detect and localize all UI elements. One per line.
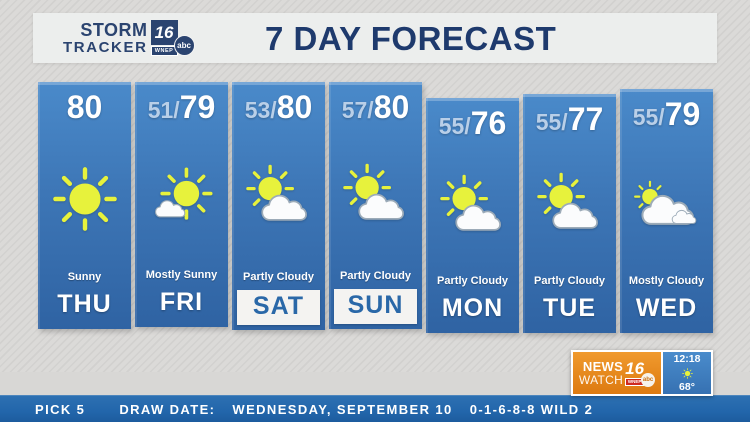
low-temp: 53 <box>244 97 271 123</box>
temp-slash: / <box>561 109 568 135</box>
abc-network-icon: abc <box>173 34 195 56</box>
draw-date-value: WEDNESDAY, SEPTEMBER 10 <box>232 401 453 417</box>
temp-slash: / <box>270 97 277 123</box>
condition-label: Mostly Cloudy <box>628 275 705 287</box>
logo-line2: TRACKER <box>63 39 148 56</box>
clock-time: 12:18 <box>673 353 701 365</box>
day-label: THU <box>57 290 112 318</box>
draw-date-label: DRAW DATE: <box>119 401 216 417</box>
lower-band <box>0 372 750 395</box>
temps-row: 55/76 <box>439 105 507 142</box>
weather-icon-area <box>232 126 325 271</box>
time-temp-panel: 12:18 68° <box>663 352 711 394</box>
channel-16-badge: 16 WNEP <box>150 20 178 56</box>
sun-icon <box>681 367 693 379</box>
condition-label: Partly Cloudy <box>437 275 508 287</box>
bug-channel-16-badge: 16 WNEP <box>625 359 645 386</box>
high-temp: 79 <box>179 89 216 125</box>
low-temp: 55 <box>438 113 465 139</box>
weather-icon-area <box>329 126 422 270</box>
channel-number: 16 <box>150 20 178 45</box>
condition-label: Sunny <box>67 271 102 283</box>
bug-brand-line1: NEWS <box>582 359 624 375</box>
mostly-sunny-icon <box>145 161 219 235</box>
condition-label: Partly Cloudy <box>534 275 605 287</box>
storm-tracker-wordmark: STORM TRACKER <box>63 21 148 55</box>
partly-cloudy-icon <box>533 170 607 244</box>
day-label: FRI <box>159 288 204 316</box>
weather-icon-area <box>523 138 616 275</box>
condition-label: Mostly Sunny <box>145 269 218 281</box>
forecast-day-column-sat: 53/80 Partly Cloudy SAT <box>232 82 325 330</box>
current-temp: 68° <box>679 380 695 393</box>
low-temp: 55 <box>632 104 659 130</box>
low-temp: 51 <box>147 97 174 123</box>
low-temp: 57 <box>341 97 368 123</box>
high-temp: 80 <box>373 89 410 125</box>
day-label: SUN <box>334 289 417 324</box>
temp-slash: / <box>367 97 374 123</box>
temp-slash: / <box>173 97 180 123</box>
bug-channel-number: 16 <box>625 359 645 378</box>
sunny-icon <box>48 162 122 236</box>
high-temp: 79 <box>664 96 701 132</box>
newswatch-wordmark: NEWS WATCH <box>578 359 624 387</box>
temps-row: 51/79 <box>148 89 216 126</box>
newswatch-logo: NEWS WATCH 16 WNEP abc <box>573 352 661 394</box>
day-label: MON <box>441 294 504 322</box>
weather-icon-area <box>620 133 713 275</box>
logo-line1: STORM <box>80 20 148 40</box>
temps-row: 80 <box>67 89 103 126</box>
newswatch-bug: NEWS WATCH 16 WNEP abc 12:18 68° <box>571 350 713 396</box>
partly-cloudy-icon <box>242 162 316 236</box>
temp-slash: / <box>658 104 665 130</box>
high-temp: 80 <box>66 89 103 125</box>
lottery-ticker: PICK 5 DRAW DATE: WEDNESDAY, SEPTEMBER 1… <box>0 395 750 422</box>
forecast-day-column-mon: 55/76 Partly Cloudy MON <box>426 98 519 333</box>
page-title: 7 DAY FORECAST <box>265 20 557 57</box>
condition-label: Partly Cloudy <box>340 270 411 282</box>
forecast-day-column-sun: 57/80 Partly Cloudy SUN <box>329 82 422 329</box>
lottery-game-label: PICK 5 <box>35 401 86 417</box>
mostly-cloudy-icon <box>630 167 704 241</box>
storm-tracker-logo: STORM TRACKER 16 WNEP abc <box>63 20 195 56</box>
weather-icon-area <box>38 126 131 271</box>
high-temp: 77 <box>567 101 604 137</box>
temps-row: 57/80 <box>342 89 410 126</box>
day-label: WED <box>635 294 698 322</box>
temps-row: 53/80 <box>245 89 313 126</box>
forecast-day-column-tue: 55/77 Partly Cloudy TUE <box>523 94 616 333</box>
condition-label: Partly Cloudy <box>243 271 314 283</box>
partly-cloudy-icon <box>339 161 413 235</box>
forecast-day-column-thu: 80 Sunny THU <box>38 82 131 329</box>
bug-abc-network-icon: abc <box>641 373 656 387</box>
weather-icon-area <box>426 142 519 275</box>
bug-brand-line2: WATCH <box>578 372 624 387</box>
partly-cloudy-icon <box>436 172 510 246</box>
forecast-day-column-wed: 55/79 Mostly Cloudy WED <box>620 89 713 333</box>
day-label: SAT <box>237 290 320 325</box>
forecast-columns: 80 Sunny THU 51/79 Mostly Sunny FRI 53/8… <box>38 82 713 333</box>
temps-row: 55/77 <box>536 101 604 138</box>
temp-slash: / <box>464 113 471 139</box>
weather-icon-area <box>135 126 228 269</box>
high-temp: 76 <box>470 105 507 141</box>
temps-row: 55/79 <box>633 96 701 133</box>
header-band: STORM TRACKER 16 WNEP abc 7 DAY FORECAST <box>33 13 717 63</box>
forecast-day-column-fri: 51/79 Mostly Sunny FRI <box>135 82 228 327</box>
day-label: TUE <box>543 294 596 322</box>
high-temp: 80 <box>276 89 313 125</box>
low-temp: 55 <box>535 109 562 135</box>
winning-numbers: 0-1-6-8-8 WILD 2 <box>469 401 594 417</box>
